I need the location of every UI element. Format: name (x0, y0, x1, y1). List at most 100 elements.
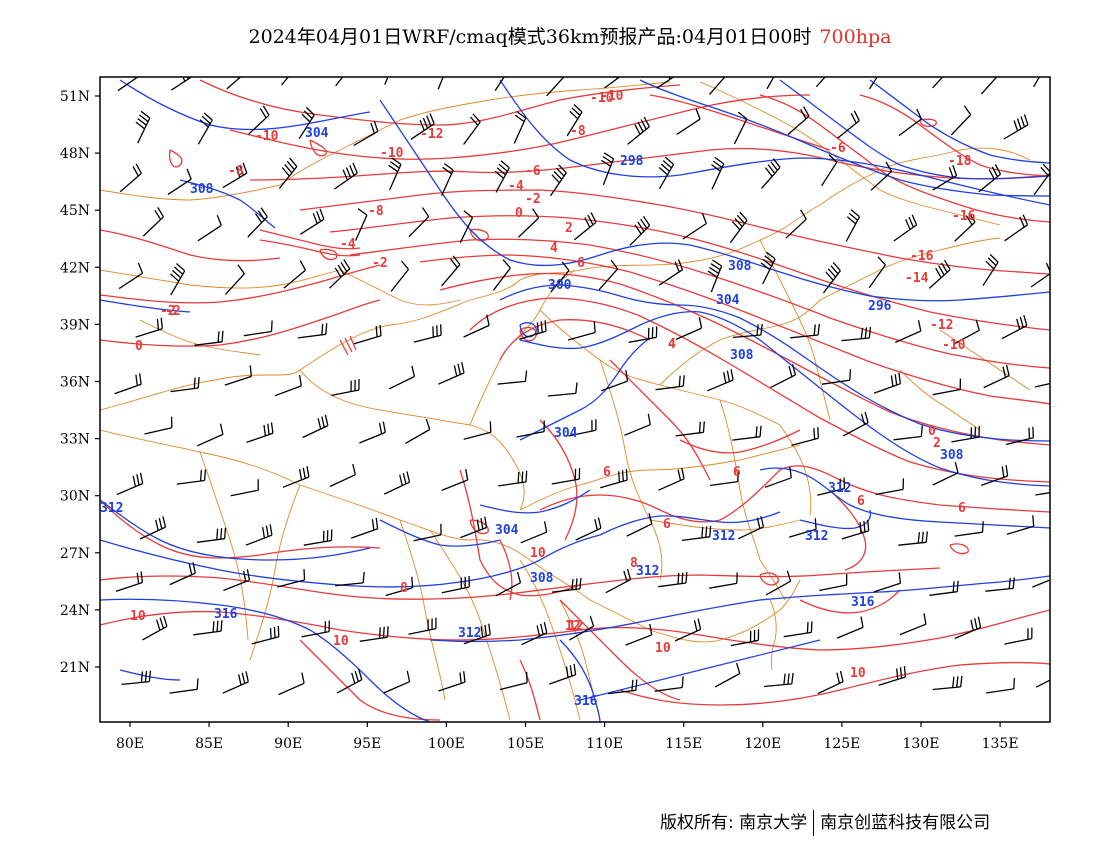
isotherm-label: -2 (372, 256, 388, 271)
wind-barb (950, 105, 972, 136)
wind-barb (928, 259, 951, 289)
wind-barb (119, 163, 142, 193)
wind-barb (551, 468, 581, 485)
wind-barb (567, 321, 596, 341)
wind-barb (873, 572, 902, 593)
wind-barb (170, 376, 200, 393)
wind-barb (408, 617, 437, 635)
wind-barb (929, 580, 959, 596)
wind-barb (766, 77, 775, 90)
isotherm-label: 10 (655, 641, 671, 656)
isotherm-label: 0 (928, 424, 936, 439)
wind-barb (197, 423, 224, 447)
wind-barb (135, 110, 151, 144)
borders-layer (100, 81, 1031, 721)
wind-barb (601, 152, 615, 186)
isotherm-label: -10 (942, 338, 966, 353)
wind-barb (676, 108, 701, 135)
wind-barb (1062, 321, 1089, 339)
wind-barb (494, 160, 510, 193)
isotherm-label: -16 (910, 249, 934, 264)
wind-barb (135, 317, 163, 338)
wind-barb (658, 259, 684, 286)
isotherm-label: -6 (830, 141, 846, 156)
wind-barb (629, 215, 651, 246)
wind-barb (1061, 213, 1079, 243)
footer-credits: 版权所有: 南京大学 南京创蓝科技有限公司 (660, 808, 990, 836)
wind-barb (251, 625, 280, 645)
wind-barb (822, 261, 841, 294)
wind-barb (248, 105, 270, 135)
wind-barb (463, 623, 491, 645)
longitude-axis: 80E 85E 90E 95E 100E 105E 110E 115E 120E 125E 130E… (116, 722, 1019, 752)
lat-tick-label: 51N (60, 89, 90, 105)
wind-barb (729, 211, 748, 244)
isotherm-label: 4 (668, 337, 676, 352)
wind-barb (978, 164, 1002, 193)
wind-barb (656, 77, 675, 89)
plot-frame (99, 76, 1051, 723)
wind-barb (246, 422, 274, 444)
wind-barb (605, 568, 632, 594)
wind-barb (764, 466, 792, 488)
contour-label: 312 (458, 626, 481, 641)
wind-barb (732, 323, 763, 339)
wind-barb (283, 260, 306, 289)
wind-barb (730, 629, 760, 647)
wind-barb (408, 207, 430, 238)
wind-barb (353, 120, 379, 147)
isotherm-label: -10 (600, 89, 624, 104)
wind-barb (573, 212, 597, 241)
wind-barb (350, 517, 379, 539)
wind-barb (498, 470, 528, 487)
wind-barb (819, 573, 848, 592)
wind-barb (1006, 515, 1035, 535)
isotherm-label: -16 (952, 209, 976, 224)
contour-label: 312 (712, 529, 735, 544)
wind-barb (335, 571, 365, 587)
wind-barb (390, 260, 410, 292)
contour-label: 308 (728, 259, 752, 274)
wind-barb (760, 251, 776, 285)
contour-label: 300 (548, 278, 572, 293)
wind-barb (463, 421, 492, 440)
lat-tick-label: 45N (60, 203, 90, 219)
wind-barb (707, 369, 734, 392)
wind-barb (274, 374, 302, 397)
wind-barb (139, 516, 167, 540)
wind-barb (333, 162, 358, 190)
contour-label: 296 (868, 299, 892, 314)
wind-barb (552, 577, 582, 593)
wind-barb (513, 110, 527, 144)
latitude-axis: 51N 48N 45N 42N 39N 36N 33N 30N 27N 24N 21N (60, 89, 100, 676)
isotherm-label: 10 (130, 609, 146, 624)
wind-barb (278, 157, 298, 189)
wind-barb (785, 209, 807, 239)
wind-barb (441, 468, 469, 492)
wind-barb (282, 466, 310, 488)
wind-barb (980, 77, 998, 95)
wind-barbs-layer (114, 77, 1092, 696)
lat-tick-label: 39N (60, 317, 90, 333)
lat-tick-label: 33N (60, 432, 90, 448)
wind-barb (441, 575, 470, 594)
wind-barb (707, 259, 723, 293)
wind-barb (1063, 529, 1092, 544)
wind-barb (299, 208, 325, 235)
lon-tick-label: 125E (823, 736, 860, 752)
wind-barb (225, 264, 245, 295)
wind-barb (497, 370, 528, 385)
wind-barb (359, 626, 389, 642)
wind-barb (384, 77, 389, 85)
lat-tick-label: 36N (60, 375, 90, 391)
wind-barb (114, 373, 142, 395)
wind-barb (438, 362, 465, 385)
wind-barb (1003, 114, 1029, 140)
wind-barb (169, 678, 199, 694)
contour-label: 316 (214, 607, 238, 622)
wind-barb (383, 471, 411, 495)
contour-label: 308 (190, 182, 214, 197)
wind-barb (115, 571, 144, 593)
wind-barb (1004, 627, 1033, 645)
